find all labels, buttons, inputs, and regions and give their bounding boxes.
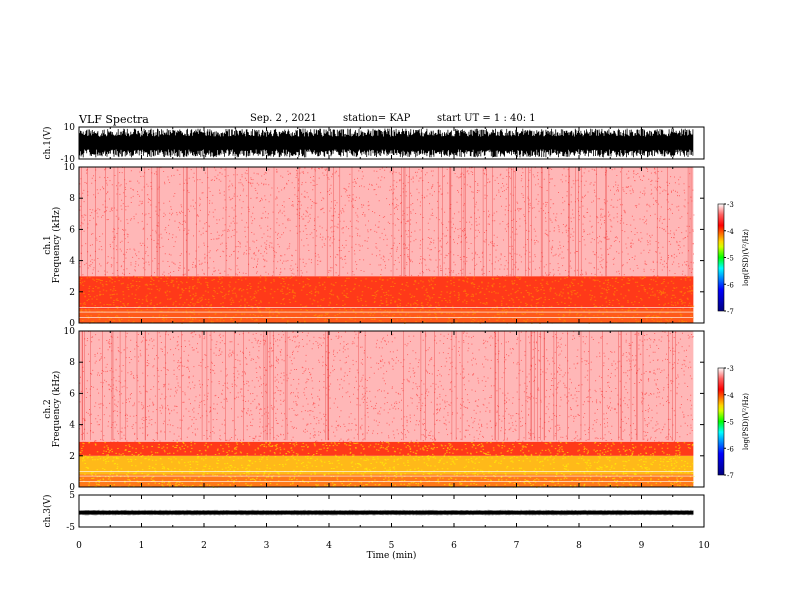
y-tick-label: 2 [69, 288, 75, 298]
y-axis-label: ch.1(V) [42, 127, 53, 160]
y-tick-label: 2 [69, 452, 75, 462]
colorbar-tick-label: -4 [727, 392, 734, 400]
colorbar [717, 203, 725, 312]
x-tick-label: 8 [576, 541, 582, 551]
figure-title: VLF Spectra [79, 113, 149, 126]
y-tick-label: 4 [69, 421, 75, 431]
spectrogram-noise-high [79, 167, 695, 278]
colorbar-label: log(PSD)(V²/Hz) [742, 393, 750, 450]
y-tick-label: 10 [64, 123, 76, 133]
y-axis-channel-label: ch.1 [43, 235, 53, 254]
y-axis-label: Frequency (kHz) [51, 207, 62, 284]
colorbar-tick-label: -3 [727, 365, 734, 373]
colorbar-tick-label: -6 [727, 281, 734, 289]
spectrogram-band [79, 474, 694, 487]
colorbar-tick-label: -7 [727, 308, 734, 316]
y-tick-label: 0 [69, 483, 75, 493]
y-tick-label: 4 [69, 257, 75, 267]
y-tick-label: 0 [69, 319, 75, 329]
x-tick-label: 7 [514, 541, 520, 551]
y-tick-label: 5 [69, 491, 75, 501]
y-tick-label: 6 [69, 389, 75, 399]
ch3-waveform-edge [78, 509, 694, 516]
colorbar-tick-label: -7 [727, 472, 734, 480]
x-tick-label: 1 [139, 541, 145, 551]
spectrogram-band [79, 331, 694, 442]
x-tick-label: 2 [201, 541, 207, 551]
x-tick-label: 3 [264, 541, 270, 551]
y-tick-label: -10 [61, 155, 76, 165]
y-tick-label: 10 [64, 163, 76, 173]
x-tick-label: 4 [326, 541, 332, 551]
x-tick-label: 0 [76, 541, 82, 551]
spectrogram-noise-low [79, 441, 695, 488]
spectrogram-streaks [81, 167, 693, 277]
x-tick-label: 10 [698, 541, 710, 551]
colorbar-tick-label: -3 [727, 201, 734, 209]
colorbar-tick-label: -6 [727, 445, 734, 453]
start-time-label: start UT = 1 : 40: 1 [437, 113, 536, 124]
x-tick-label: 9 [639, 541, 645, 551]
x-tick-label: 5 [389, 541, 395, 551]
spectrogram-streaks [81, 331, 676, 441]
y-tick-label: -5 [66, 523, 75, 533]
colorbar-label: log(PSD)(V²/Hz) [742, 229, 750, 286]
x-axis-label: Time (min) [367, 550, 417, 561]
colorbar-tick-label: -5 [727, 255, 734, 263]
spectrogram-noise-high [79, 331, 694, 443]
colorbar-tick-label: -5 [727, 419, 734, 427]
y-axis-label: Frequency (kHz) [51, 371, 62, 448]
y-tick-label: 8 [69, 358, 75, 368]
spectrogram-band [79, 455, 694, 475]
spectrogram-band [79, 167, 694, 277]
y-tick-label: 6 [69, 225, 75, 235]
station-label: station= KAP [343, 113, 411, 124]
x-tick-label: 6 [451, 541, 457, 551]
y-tick-label: 10 [64, 327, 76, 337]
colorbar [717, 367, 725, 476]
date-label: Sep. 2 , 2021 [250, 113, 317, 124]
ch1-waveform-trace [78, 128, 694, 158]
y-axis-channel-label: ch.2 [43, 399, 53, 418]
y-tick-label: 8 [69, 194, 75, 204]
colorbar-tick-label: -4 [727, 228, 734, 236]
y-axis-label: ch.3(V) [42, 495, 53, 528]
